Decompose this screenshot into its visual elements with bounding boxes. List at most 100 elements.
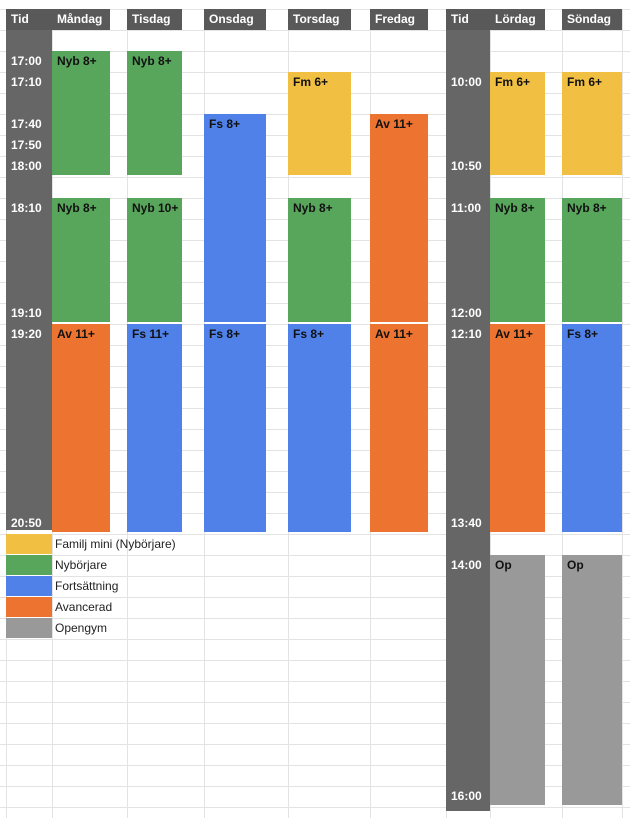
header-bg (204, 9, 266, 30)
gridline (0, 786, 630, 787)
header-bg (490, 9, 545, 30)
gridline (0, 51, 630, 52)
gridline (0, 177, 630, 178)
time-label: 18:00 (11, 159, 42, 173)
time-label: 18:10 (11, 201, 42, 215)
gridline (0, 597, 630, 598)
class-block-op[interactable] (562, 555, 622, 805)
class-block-fs[interactable] (204, 324, 266, 532)
time-label: 19:10 (11, 306, 42, 320)
class-block-av[interactable] (490, 324, 545, 532)
time-column (446, 9, 490, 811)
legend-swatch-fs (6, 576, 52, 596)
header-thu: Torsdag (293, 12, 340, 26)
class-label: Av 11+ (375, 327, 413, 341)
class-block-nyb[interactable] (127, 51, 182, 175)
header-mon: Måndag (57, 12, 103, 26)
class-block-fs[interactable] (288, 324, 351, 532)
gridline (0, 660, 630, 661)
header-bg (370, 9, 428, 30)
class-label: Fs 8+ (567, 327, 599, 341)
gridline (0, 576, 630, 577)
legend-swatch-op (6, 618, 52, 638)
header-tue: Tisdag (132, 12, 171, 26)
class-block-nyb[interactable] (52, 198, 110, 322)
gridline (0, 639, 630, 640)
class-label: Fm 6+ (293, 75, 329, 89)
gridline (0, 744, 630, 745)
header-sun: Söndag (567, 12, 611, 26)
legend-swatch-fm (6, 534, 52, 554)
class-block-nyb[interactable] (562, 198, 622, 322)
gridline (0, 723, 630, 724)
gridline (0, 534, 630, 535)
gridline (0, 618, 630, 619)
class-label: Av 11+ (495, 327, 533, 341)
gridline (0, 807, 630, 808)
gridline (0, 30, 630, 31)
header-wed: Onsdag (209, 12, 254, 26)
class-label: Fs 8+ (209, 327, 241, 341)
time-label: 17:50 (11, 138, 42, 152)
header-sat: Lördag (495, 12, 536, 26)
class-label: Fm 6+ (567, 75, 603, 89)
class-block-nyb[interactable] (490, 198, 545, 322)
legend-label: Opengym (55, 621, 108, 635)
class-label: Fm 6+ (495, 75, 531, 89)
class-block-fs[interactable] (127, 324, 182, 532)
class-block-nyb[interactable] (288, 198, 351, 322)
time-label: 14:00 (451, 558, 482, 572)
class-block-fm[interactable] (490, 72, 545, 175)
header-bg (6, 9, 52, 30)
class-label: Op (567, 558, 584, 572)
header-bg (127, 9, 182, 30)
class-label: Op (495, 558, 512, 572)
class-block-av[interactable] (52, 324, 110, 532)
class-block-fs[interactable] (562, 324, 622, 532)
gridline (0, 681, 630, 682)
class-block-fs[interactable] (204, 114, 266, 322)
class-label: Nyb 8+ (567, 201, 607, 215)
class-label: Nyb 8+ (132, 54, 172, 68)
class-label: Fs 11+ (132, 327, 170, 341)
time-label: 13:40 (451, 516, 482, 530)
time-label: 17:40 (11, 117, 42, 131)
header-bg (52, 9, 110, 30)
gridline (0, 765, 630, 766)
class-block-fm[interactable] (562, 72, 622, 175)
class-block-fm[interactable] (288, 72, 351, 175)
time-label: 12:10 (451, 327, 482, 341)
class-label: Nyb 8+ (495, 201, 535, 215)
gridline (622, 9, 623, 818)
time-label: 10:00 (451, 75, 482, 89)
header-fri: Fredag (375, 12, 416, 26)
class-block-nyb[interactable] (127, 198, 182, 322)
class-block-op[interactable] (490, 555, 545, 805)
legend-swatch-av (6, 597, 52, 617)
header-bg (446, 9, 490, 30)
time-label: 12:00 (451, 306, 482, 320)
gridline (0, 555, 630, 556)
class-label: Av 11+ (375, 117, 413, 131)
class-label: Fs 8+ (209, 117, 241, 131)
class-label: Fs 8+ (293, 327, 325, 341)
legend-label: Nybörjare (55, 558, 108, 572)
time-label: 17:00 (11, 54, 42, 68)
class-block-av[interactable] (370, 324, 428, 532)
gridline (0, 702, 630, 703)
time-label: 10:50 (451, 159, 482, 173)
legend-label: Familj mini (Nybörjare) (55, 537, 176, 551)
header-bg (288, 9, 351, 30)
time-label: 16:00 (451, 789, 482, 803)
header-bg (562, 9, 622, 30)
legend-label: Avancerad (55, 600, 113, 614)
class-block-nyb[interactable] (52, 51, 110, 175)
time-label: 17:10 (11, 75, 42, 89)
legend-label: Fortsättning (55, 579, 119, 593)
header-tid2: Tid (451, 12, 469, 26)
header-tid1: Tid (11, 12, 29, 26)
class-label: Nyb 8+ (57, 54, 97, 68)
class-block-av[interactable] (370, 114, 428, 322)
time-label: 19:20 (11, 327, 42, 341)
